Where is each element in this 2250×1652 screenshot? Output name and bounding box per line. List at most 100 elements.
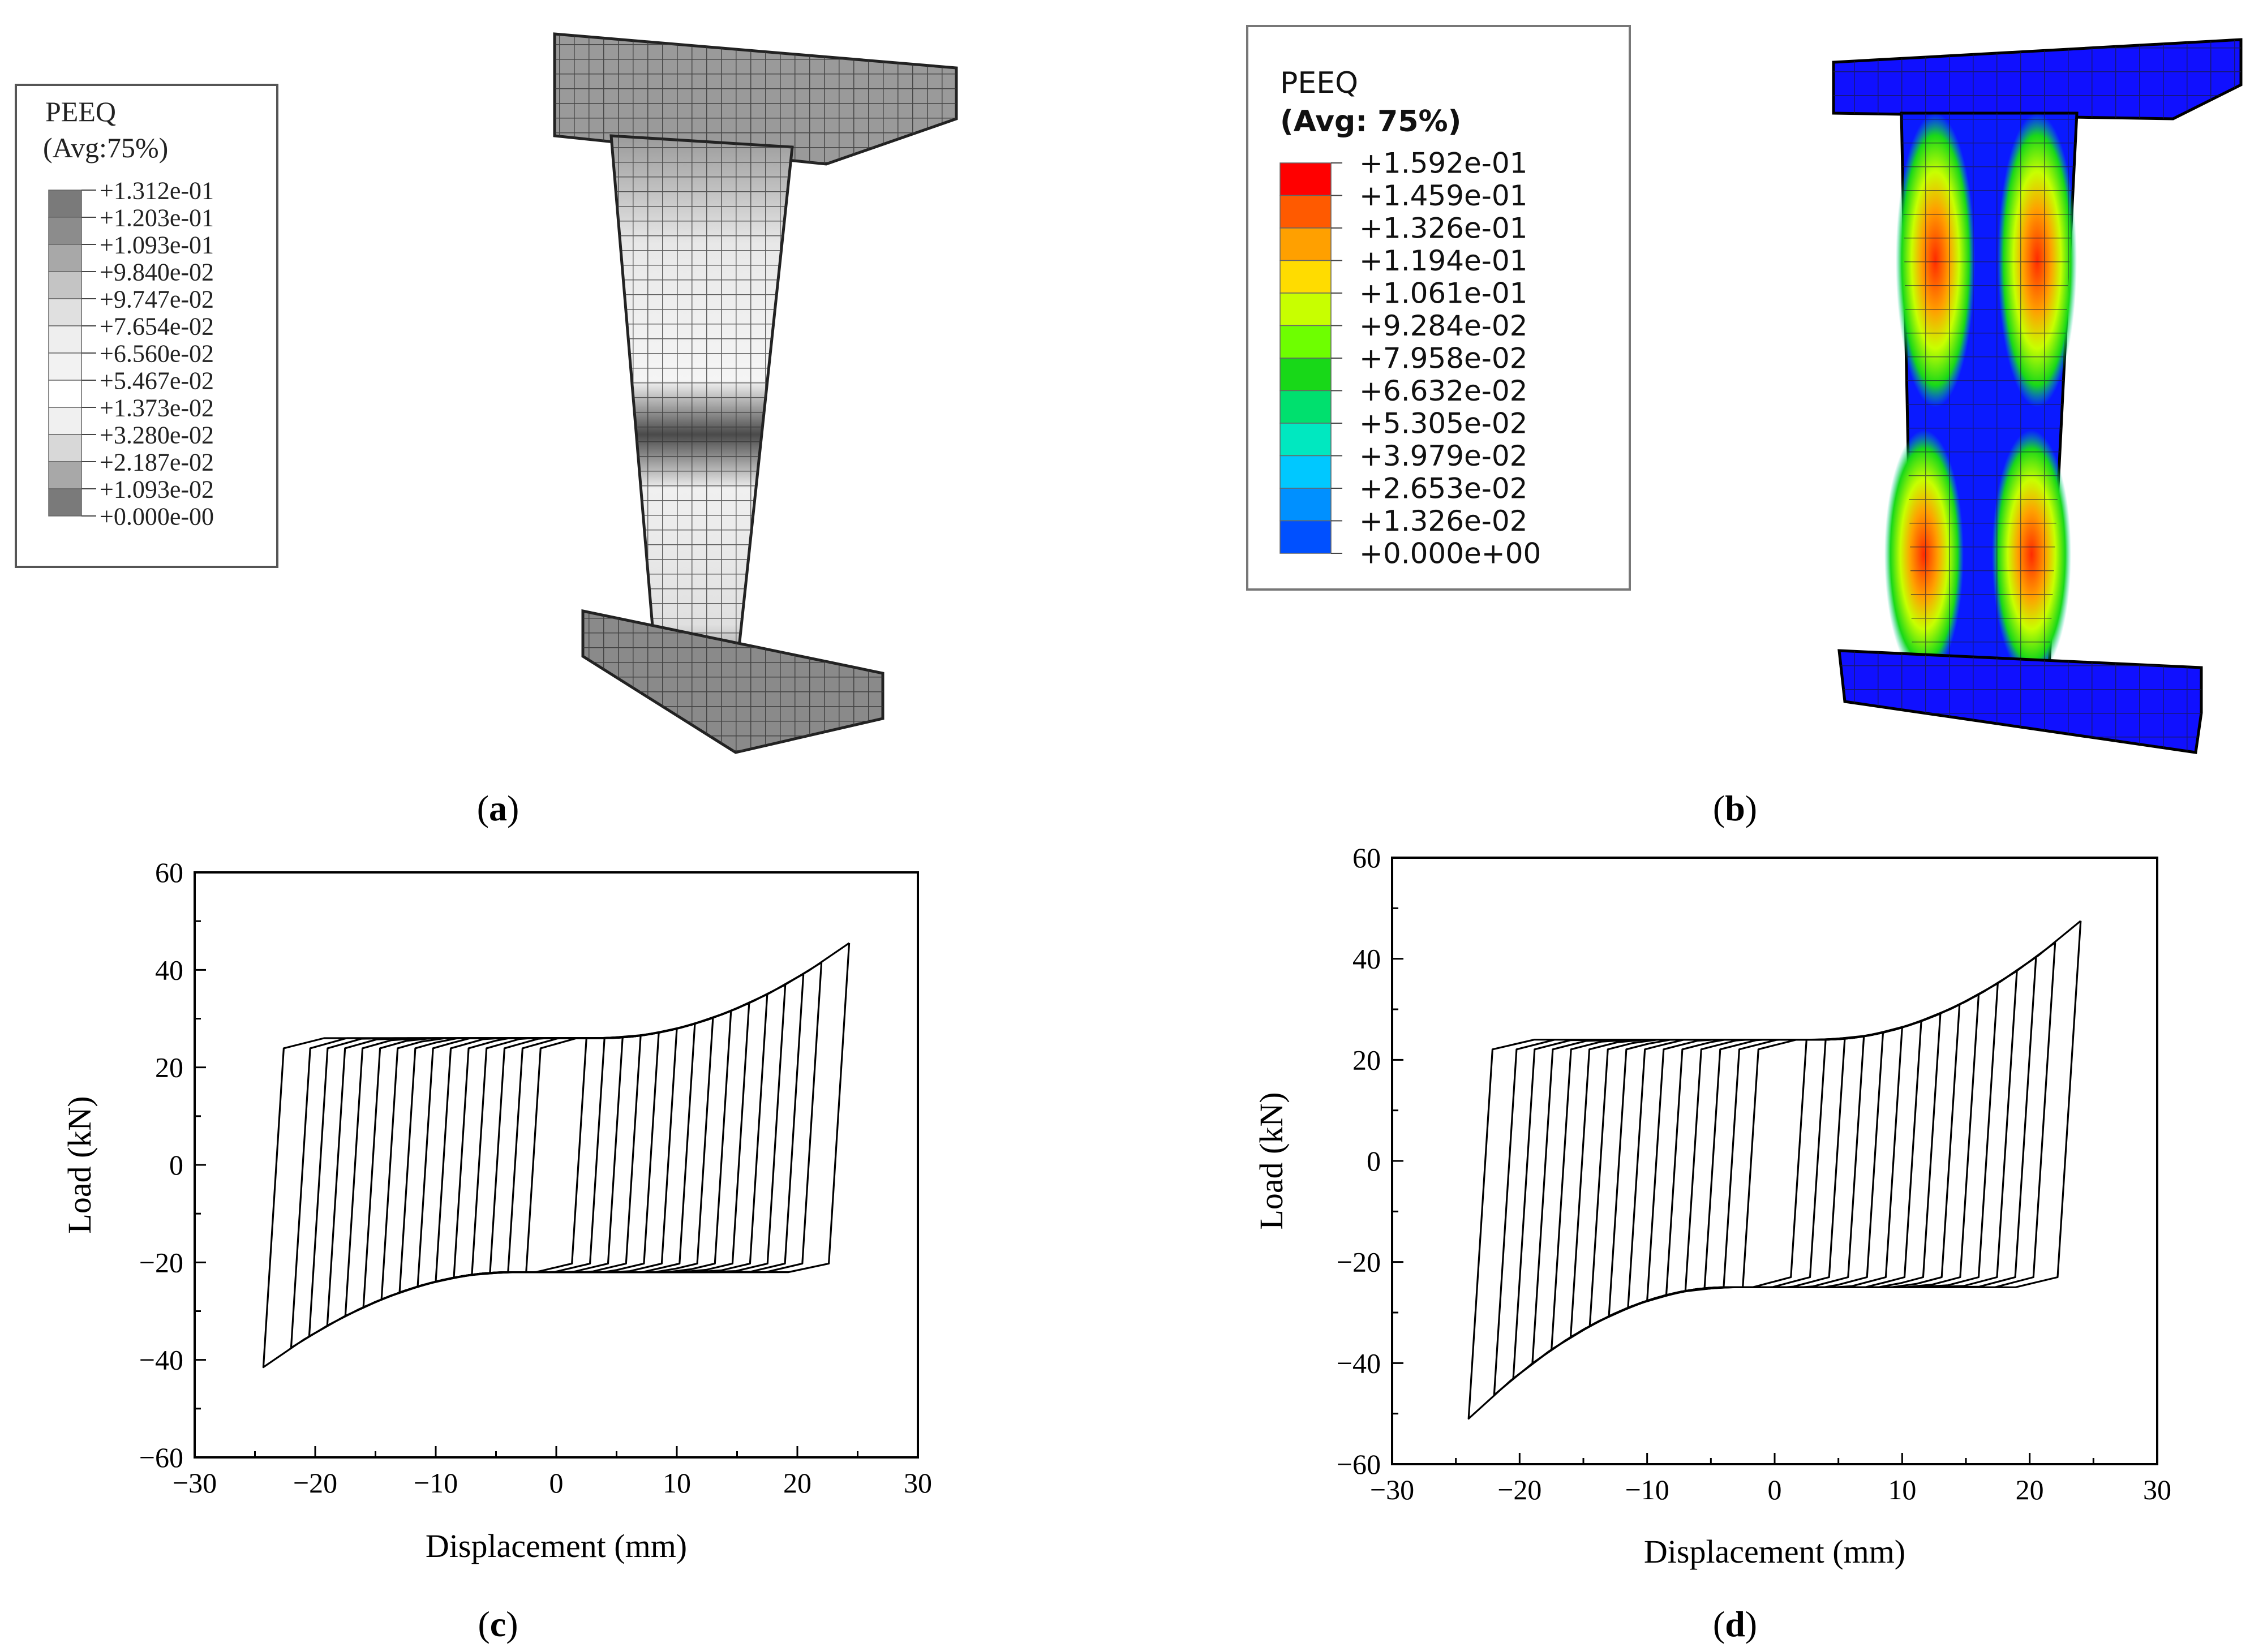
hysteresis-loop bbox=[1531, 970, 2018, 1365]
x-tick-label: −10 bbox=[1625, 1474, 1669, 1505]
x-tick-label: −30 bbox=[173, 1467, 217, 1499]
legend-b-value: +1.326e-02 bbox=[1359, 505, 1527, 537]
y-tick-label: 0 bbox=[169, 1149, 183, 1181]
y-tick-label: 40 bbox=[1352, 943, 1381, 975]
y-tick-label: 0 bbox=[1367, 1145, 1381, 1177]
legend-b-band bbox=[1279, 227, 1332, 261]
legend-a-band bbox=[48, 380, 82, 408]
chart-d-loops bbox=[1467, 920, 2082, 1420]
hysteresis-loop bbox=[1665, 1031, 1884, 1296]
hysteresis-loop bbox=[1742, 1039, 1807, 1288]
model-b-web-mesh bbox=[1901, 113, 2077, 685]
legend-a-bands bbox=[48, 190, 82, 517]
x-tick-label: −30 bbox=[1370, 1474, 1414, 1505]
legend-b-value: +0.000e+00 bbox=[1359, 537, 1541, 570]
x-tick-label: 0 bbox=[1768, 1474, 1782, 1505]
hysteresis-loop bbox=[1627, 1020, 1922, 1309]
legend-a-value: +0.000e-00 bbox=[100, 502, 214, 530]
x-tick-label: 30 bbox=[2143, 1474, 2171, 1505]
x-tick-label: −20 bbox=[293, 1467, 337, 1499]
legend-a-band bbox=[48, 488, 82, 517]
y-tick-label: −20 bbox=[139, 1246, 183, 1278]
legend-a-value: +1.203e-01 bbox=[100, 204, 214, 231]
legend-a-value: +5.467e-02 bbox=[100, 367, 214, 394]
legend-b-band bbox=[1279, 390, 1332, 424]
legend-b-value: +1.459e-01 bbox=[1359, 179, 1527, 212]
panel-a: PEEQ (Avg:75%) +1.312e-01+1.203e-01+1.09… bbox=[15, 32, 958, 828]
legend-a-value: +2.187e-02 bbox=[100, 448, 214, 476]
legend-b-band bbox=[1279, 520, 1332, 554]
chart-c-xlabel: Displacement (mm) bbox=[426, 1528, 687, 1564]
hysteresis-loop bbox=[398, 1017, 714, 1293]
x-tick-label: 20 bbox=[783, 1467, 811, 1499]
legend-a-value: +9.840e-02 bbox=[100, 258, 214, 286]
legend-a-band bbox=[48, 217, 82, 245]
chart-d-ticks: −30 −20 −10 0 10 20 30 60 40 20 0 −20 −40 −60 bbox=[1337, 842, 2171, 1505]
model-a-web-mesh bbox=[611, 136, 792, 679]
y-tick-label: −60 bbox=[139, 1442, 183, 1473]
caption-a: (a) bbox=[477, 788, 519, 828]
legend-b-value: +9.284e-02 bbox=[1359, 309, 1527, 342]
y-tick-label: 20 bbox=[1352, 1044, 1381, 1075]
x-tick-label: 20 bbox=[2016, 1474, 2044, 1505]
legend-a-value: +1.312e-01 bbox=[100, 177, 214, 204]
legend-b-bands bbox=[1279, 162, 1332, 554]
legend-a: PEEQ (Avg:75%) +1.312e-01+1.203e-01+1.09… bbox=[15, 84, 278, 568]
y-tick-label: 40 bbox=[155, 954, 183, 986]
caption-b: (b) bbox=[1713, 788, 1757, 828]
legend-b-value: +3.979e-02 bbox=[1359, 440, 1527, 472]
x-tick-label: 10 bbox=[663, 1467, 691, 1499]
legend-a-title: PEEQ bbox=[45, 96, 116, 127]
legend-a-value: +1.093e-02 bbox=[100, 475, 214, 503]
chart-d-xlabel: Displacement (mm) bbox=[1644, 1533, 1905, 1570]
legend-a-band bbox=[48, 244, 82, 272]
legend-b-band bbox=[1279, 358, 1332, 392]
y-tick-label: −60 bbox=[1337, 1448, 1381, 1480]
hysteresis-loop bbox=[262, 942, 851, 1369]
legend-b-value: +1.326e-01 bbox=[1359, 212, 1527, 245]
model-a-top-flange-mesh bbox=[555, 34, 956, 164]
fea-model-b bbox=[1832, 38, 2243, 754]
legend-b-value: +7.958e-02 bbox=[1359, 342, 1527, 375]
legend-b-band bbox=[1279, 455, 1332, 489]
legend-a-band bbox=[48, 407, 82, 435]
chart-c-ylabel: Load (kN) bbox=[61, 1096, 98, 1233]
y-tick-label: −40 bbox=[139, 1344, 183, 1376]
legend-b-band bbox=[1279, 162, 1332, 196]
y-tick-label: 60 bbox=[155, 857, 183, 888]
y-tick-label: 20 bbox=[155, 1052, 183, 1083]
legend-a-band bbox=[48, 461, 82, 489]
legend-a-band bbox=[48, 271, 82, 299]
hysteresis-loop bbox=[1493, 941, 2056, 1396]
hysteresis-loop bbox=[1467, 920, 2082, 1420]
legend-a-value: +3.280e-02 bbox=[100, 421, 214, 449]
x-tick-label: −20 bbox=[1497, 1474, 1541, 1505]
hysteresis-loop bbox=[362, 1002, 750, 1309]
hysteresis-loop bbox=[1646, 1026, 1903, 1302]
legend-b-value: +1.194e-01 bbox=[1359, 244, 1527, 277]
hysteresis-loop bbox=[380, 1010, 732, 1301]
hysteresis-loop bbox=[416, 1023, 696, 1288]
x-tick-label: 10 bbox=[1888, 1474, 1916, 1505]
chart-c: −30 −20 −10 0 10 20 30 60 40 20 0 −20 −40 −60 Displac… bbox=[61, 857, 932, 1644]
legend-a-labels: +1.312e-01+1.203e-01+1.093e-01+9.840e-02… bbox=[81, 177, 214, 530]
legend-b-band bbox=[1279, 423, 1332, 457]
hysteresis-loop bbox=[1723, 1039, 1827, 1288]
legend-a-band bbox=[48, 298, 82, 326]
y-tick-label: −40 bbox=[1337, 1347, 1381, 1379]
legend-b-title: PEEQ bbox=[1280, 66, 1358, 100]
x-tick-label: 30 bbox=[904, 1467, 932, 1499]
hysteresis-loop bbox=[1608, 1013, 1942, 1317]
legend-a-value: +1.093e-01 bbox=[100, 231, 214, 259]
legend-b-band bbox=[1279, 195, 1332, 229]
legend-b-avg: (Avg: 75%) bbox=[1280, 105, 1461, 139]
legend-a-band bbox=[48, 325, 82, 354]
y-tick-label: 60 bbox=[1352, 842, 1381, 874]
fea-model-a bbox=[553, 32, 958, 754]
legend-b: PEEQ (Avg: 75%) +1.592e-01+1.459e-01+1.3… bbox=[1246, 25, 1631, 591]
legend-b-value: +5.305e-02 bbox=[1359, 407, 1527, 440]
y-tick-label: −20 bbox=[1337, 1246, 1381, 1278]
caption-c: (c) bbox=[478, 1604, 518, 1644]
legend-a-value: +7.654e-02 bbox=[100, 312, 214, 340]
